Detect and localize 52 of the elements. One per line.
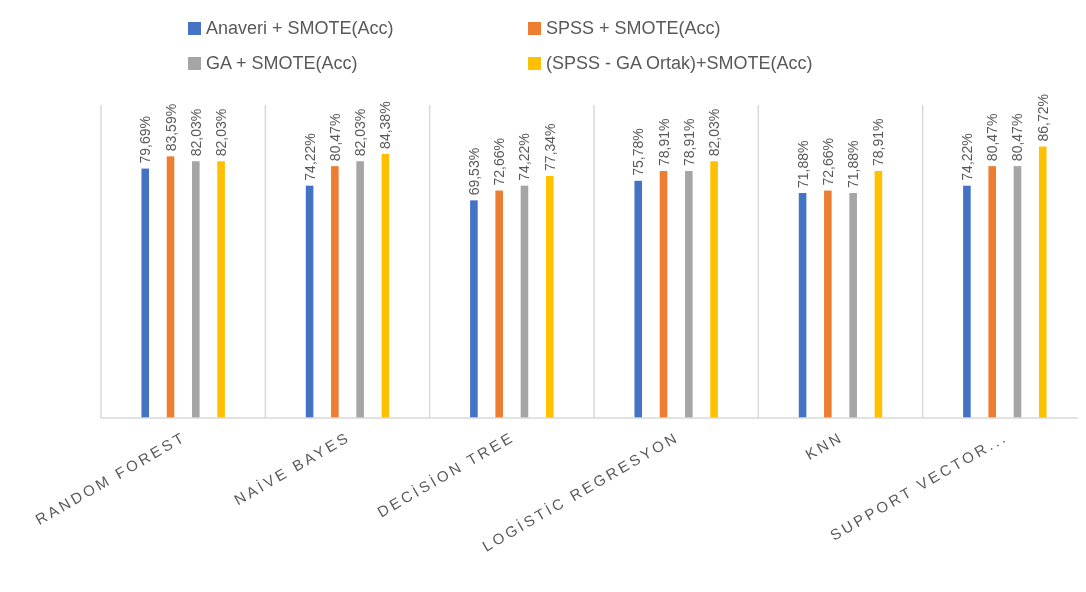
bar (988, 166, 996, 418)
legend-label: SPSS + SMOTE(Acc) (546, 18, 721, 38)
data-label: 72,66% (819, 138, 836, 186)
data-label: 78,91% (655, 118, 672, 167)
data-label: 86,72% (1034, 94, 1051, 142)
bar (217, 161, 225, 418)
data-label: 82,03% (352, 108, 369, 157)
bar (824, 190, 832, 418)
data-label: 77,34% (541, 123, 558, 171)
legend-label: GA + SMOTE(Acc) (206, 53, 358, 73)
data-label: 78,91% (870, 118, 887, 167)
bar (381, 153, 390, 418)
bar (141, 168, 150, 418)
bar (305, 185, 314, 418)
data-label: 75,78% (630, 128, 647, 176)
bar (798, 193, 807, 418)
data-label: 74,22% (516, 133, 533, 181)
bar (849, 193, 857, 418)
bar (192, 161, 200, 418)
data-label: 80,47% (1009, 113, 1026, 162)
data-label: 72,66% (491, 138, 508, 186)
data-label: 82,03% (213, 108, 230, 157)
bar (710, 161, 718, 418)
data-label: 74,22% (301, 133, 318, 181)
bar (545, 175, 554, 418)
bar (356, 161, 364, 418)
bar (470, 200, 478, 418)
legend-label: Anaveri + SMOTE(Acc) (206, 18, 394, 38)
data-label: 82,03% (187, 108, 204, 157)
data-label: 71,88% (845, 140, 862, 189)
data-label: 84,38% (377, 101, 394, 149)
bar (495, 190, 503, 418)
data-label: 80,47% (326, 113, 343, 162)
bar (963, 185, 971, 418)
data-label: 82,03% (706, 108, 723, 157)
bar (1038, 146, 1047, 418)
data-label: 71,88% (794, 140, 811, 189)
data-label: 80,47% (984, 113, 1001, 162)
data-label: 79,69% (137, 116, 154, 164)
legend-label: (SPSS - GA Ortak)+SMOTE(Acc) (546, 53, 813, 73)
data-label: 74,22% (958, 133, 975, 181)
data-label: 78,91% (680, 118, 697, 167)
bar (1013, 166, 1022, 418)
bar (874, 171, 883, 418)
bar (685, 171, 693, 418)
data-label: 69,53% (465, 147, 482, 196)
bar (166, 156, 175, 418)
bar (634, 180, 643, 418)
data-label: 83,59% (162, 103, 179, 152)
bar (520, 185, 529, 418)
bar (659, 171, 668, 418)
bar (331, 166, 339, 418)
